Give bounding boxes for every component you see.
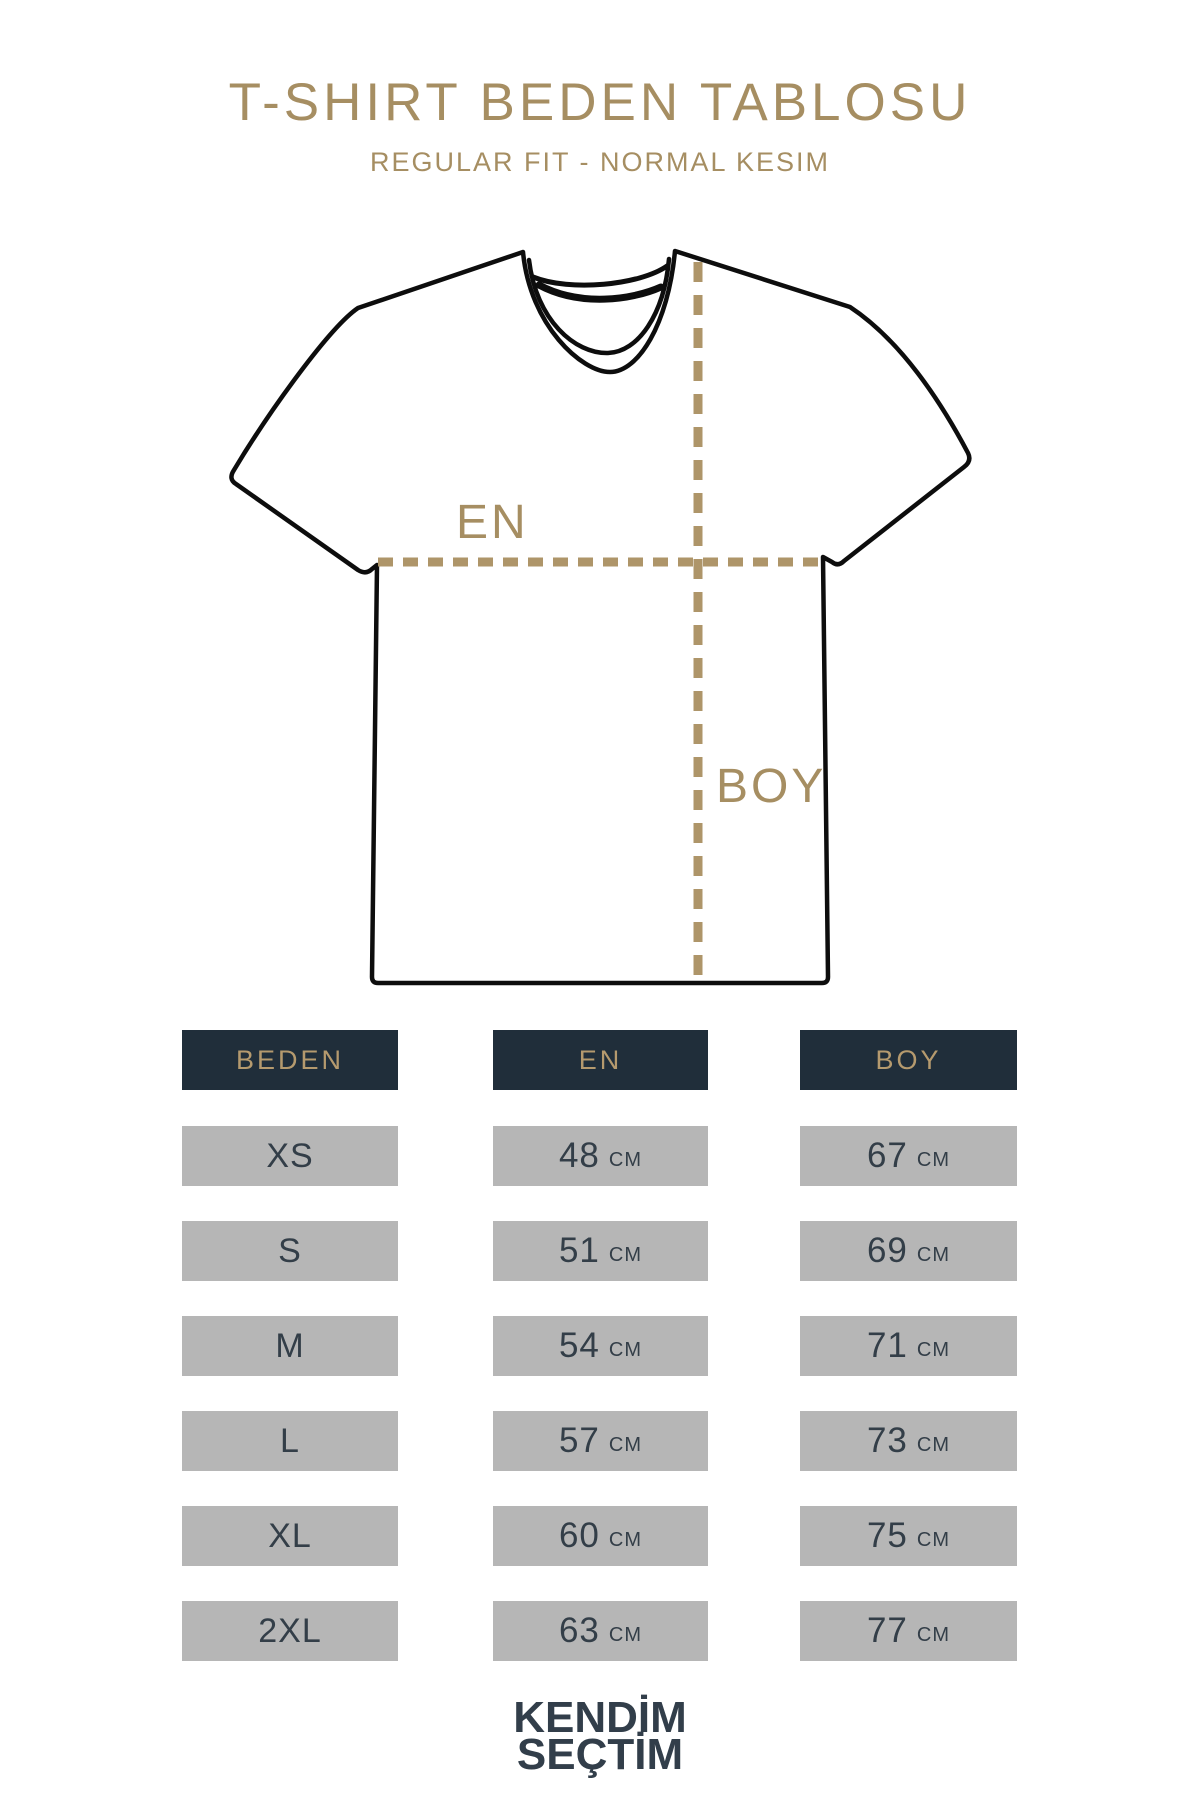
unit-label: CM [608, 1623, 643, 1646]
unit-label: CM [916, 1243, 951, 1266]
table-row: XL 60 CM 75 CM [0, 1506, 1200, 1566]
size-cell: M [182, 1316, 398, 1376]
size-cell: L [182, 1411, 398, 1471]
unit-label: CM [916, 1148, 951, 1171]
en-cell: 63 CM [493, 1601, 708, 1661]
en-value: 51 [558, 1231, 600, 1270]
boy-value: 67 [866, 1136, 908, 1175]
boy-cell: 73 CM [800, 1411, 1017, 1471]
collar-back-line [530, 263, 670, 288]
tshirt-diagram: EN BOY [200, 220, 1000, 1000]
en-value: 48 [558, 1136, 600, 1175]
size-cell: 2XL [182, 1601, 398, 1661]
page-title: T-SHIRT BEDEN TABLOSU [228, 73, 972, 132]
size-cell: S [182, 1221, 398, 1281]
brand-logo: KENDİM SEÇTİM [0, 1693, 1200, 1779]
unit-label: CM [608, 1148, 643, 1171]
en-cell: 54 CM [493, 1316, 708, 1376]
en-label: EN [456, 496, 529, 549]
brand-logo-line1: KENDİM [513, 1693, 687, 1742]
unit-label: CM [916, 1338, 951, 1361]
unit-label: CM [608, 1243, 643, 1266]
en-cell: 60 CM [493, 1506, 708, 1566]
en-value: 57 [558, 1421, 600, 1460]
boy-cell: 77 CM [800, 1601, 1017, 1661]
unit-label: CM [608, 1528, 643, 1551]
en-value: 63 [558, 1611, 600, 1650]
header-boy: BOY [800, 1030, 1017, 1090]
boy-cell: 69 CM [800, 1221, 1017, 1281]
collar-inner-line [526, 256, 672, 356]
boy-value: 73 [866, 1421, 908, 1460]
table-row: 2XL 63 CM 77 CM [0, 1601, 1200, 1661]
collar-shadow-line [535, 281, 665, 303]
header-beden: BEDEN [182, 1030, 398, 1090]
unit-label: CM [608, 1433, 643, 1456]
tshirt-outline-svg: EN BOY [229, 248, 972, 986]
boy-cell: 71 CM [800, 1316, 1017, 1376]
boy-value: 75 [866, 1516, 908, 1555]
boy-label: BOY [716, 760, 826, 813]
tshirt-body-outline [229, 248, 972, 986]
header-en: EN [493, 1030, 708, 1090]
boy-value: 69 [866, 1231, 908, 1270]
size-cell: XS [182, 1126, 398, 1186]
size-cell: XL [182, 1506, 398, 1566]
table-row: S 51 CM 69 CM [0, 1221, 1200, 1281]
boy-cell: 67 CM [800, 1126, 1017, 1186]
table-row: XS 48 CM 67 CM [0, 1126, 1200, 1186]
unit-label: CM [916, 1528, 951, 1551]
brand-logo-line2: SEÇTİM [516, 1729, 684, 1779]
en-cell: 57 CM [493, 1411, 708, 1471]
unit-label: CM [608, 1338, 643, 1361]
table-header-row: BEDEN EN BOY [0, 1030, 1200, 1090]
boy-cell: 75 CM [800, 1506, 1017, 1566]
table-row: M 54 CM 71 CM [0, 1316, 1200, 1376]
unit-label: CM [916, 1623, 951, 1646]
en-cell: 48 CM [493, 1126, 708, 1186]
page-subtitle: REGULAR FIT - NORMAL KESIM [369, 147, 831, 177]
table-row: L 57 CM 73 CM [0, 1411, 1200, 1471]
en-value: 60 [558, 1516, 600, 1555]
boy-value: 77 [866, 1611, 908, 1650]
en-value: 54 [558, 1326, 600, 1365]
boy-value: 71 [866, 1326, 908, 1365]
unit-label: CM [916, 1433, 951, 1456]
en-cell: 51 CM [493, 1221, 708, 1281]
